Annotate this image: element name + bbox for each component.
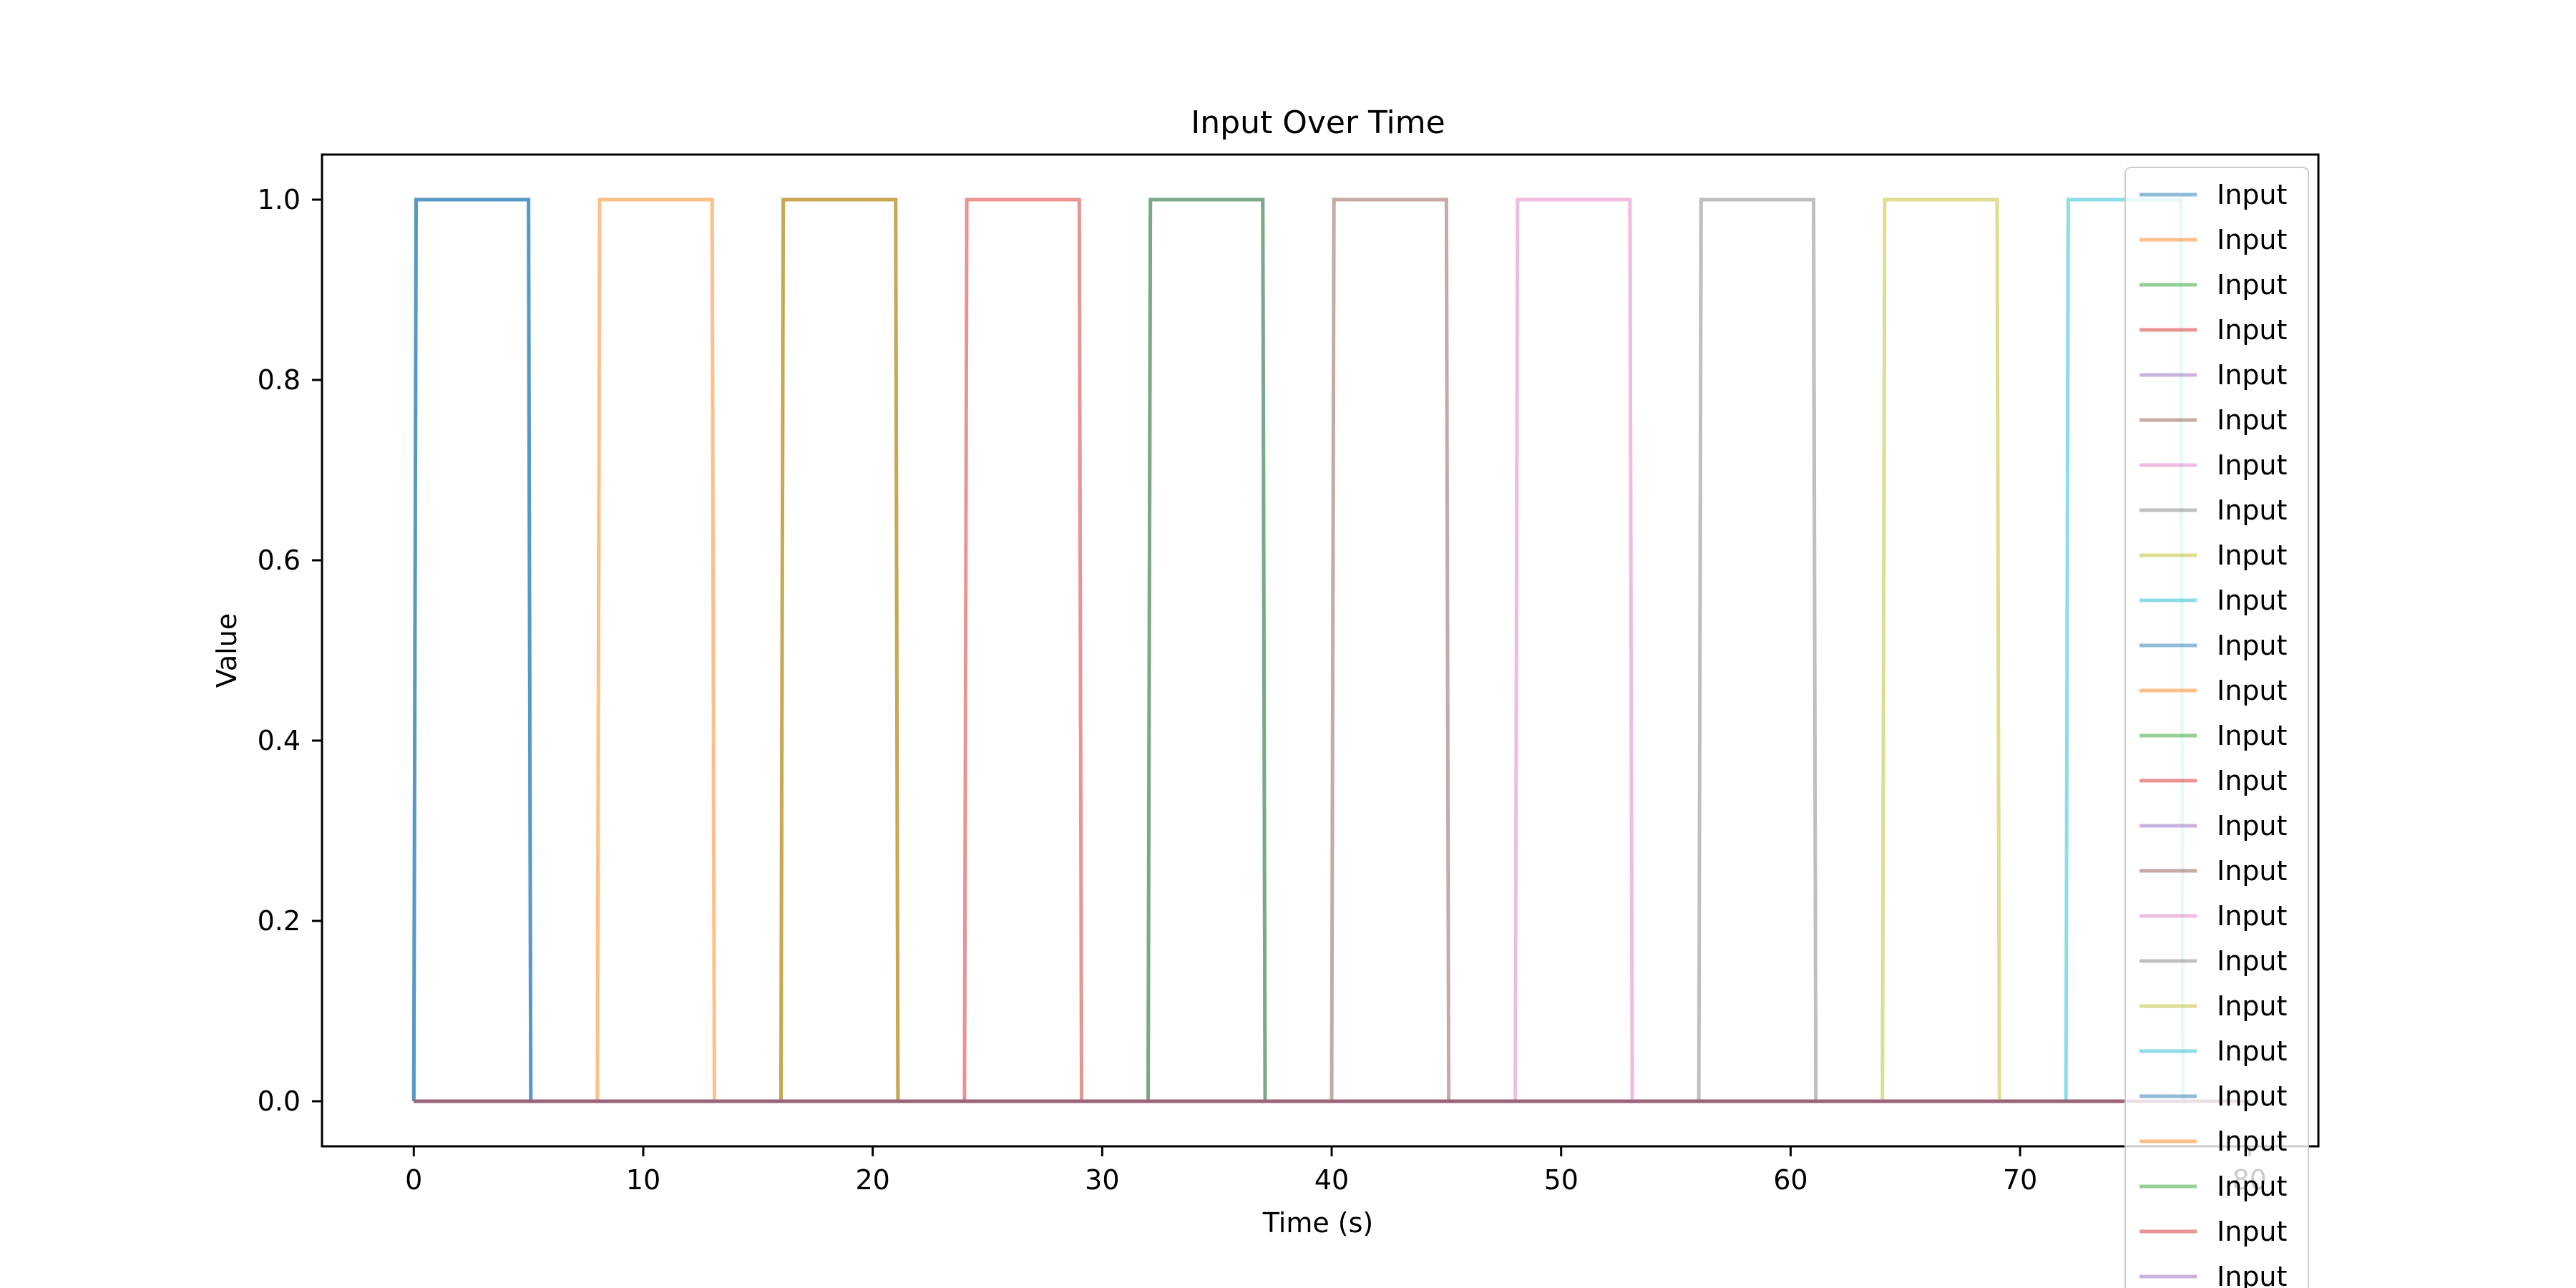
legend-label: Input — [2217, 1216, 2287, 1247]
legend-label: Input — [2217, 359, 2287, 391]
legend-label: Input — [2217, 630, 2287, 661]
legend-label: Input — [2217, 1080, 2287, 1112]
x-axis-ticks: 01020304050607080 — [405, 1146, 2267, 1196]
legend-label: Input — [2217, 1035, 2287, 1067]
legend-label: Input — [2217, 540, 2287, 571]
legend-label: Input — [2217, 1171, 2287, 1202]
legend-label: Input — [2217, 900, 2287, 932]
y-axis-ticks: 0.0 0.2 0.4 0.6 0.8 1.0 — [258, 184, 322, 1117]
legend: Input Input Input Input Input Input Input Input… — [2124, 167, 2309, 1288]
legend-label: Input — [2217, 314, 2287, 346]
x-tick-label: 10 — [626, 1164, 660, 1196]
legend-label: Input — [2217, 404, 2287, 436]
plot-frame — [321, 153, 2320, 1148]
y-tick-label: 0.4 — [258, 725, 301, 756]
legend-label: Input — [2217, 494, 2287, 526]
y-tick-label: 1.0 — [258, 184, 301, 215]
y-tick-label: 0.2 — [258, 905, 301, 937]
legend-label: Input — [2217, 449, 2287, 481]
y-tick-label: 0.0 — [258, 1085, 301, 1117]
x-tick-label: 70 — [2003, 1164, 2037, 1196]
x-tick-label: 50 — [1544, 1164, 1579, 1196]
legend-label: Input — [2217, 224, 2287, 255]
legend-label: Input — [2217, 945, 2287, 977]
legend-label: Input — [2217, 675, 2287, 706]
x-tick-label: 60 — [1773, 1164, 1807, 1196]
legend-label: Input — [2217, 1126, 2287, 1157]
legend-label: Input — [2217, 720, 2287, 751]
legend-frame — [2124, 167, 2309, 1288]
legend-label: Input — [2217, 990, 2287, 1022]
x-tick-label: 20 — [855, 1164, 889, 1196]
x-tick-label: 30 — [1085, 1164, 1119, 1196]
x-tick-label: 40 — [1314, 1164, 1349, 1196]
x-tick-label: 0 — [405, 1164, 422, 1196]
legend-label: Input — [2217, 765, 2287, 796]
legend-label: Input — [2217, 810, 2287, 841]
legend-label: Input — [2217, 1261, 2287, 1288]
y-tick-label: 0.6 — [258, 545, 301, 576]
legend-label: Input — [2217, 269, 2287, 301]
legend-label: Input — [2217, 855, 2287, 887]
y-axis-label: Value — [211, 613, 243, 688]
legend-label: Input — [2217, 585, 2287, 616]
legend-label: Input — [2217, 179, 2287, 210]
x-axis-label: Time (s) — [1262, 1207, 1374, 1239]
y-tick-label: 0.8 — [258, 364, 301, 396]
chart-title: Input Over Time — [1191, 104, 1445, 141]
